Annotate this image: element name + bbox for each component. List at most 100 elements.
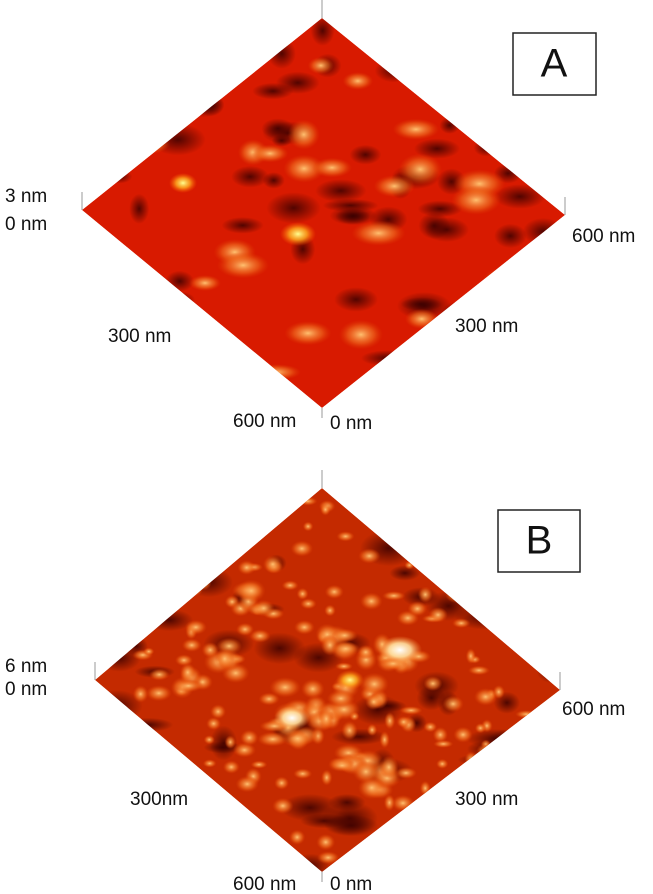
texture xyxy=(423,351,446,370)
texture xyxy=(284,321,332,346)
texture xyxy=(164,291,196,309)
texture xyxy=(130,23,155,54)
texture xyxy=(474,723,487,734)
texture xyxy=(485,728,533,762)
texture xyxy=(280,222,316,246)
texture xyxy=(132,759,154,772)
texture xyxy=(320,769,333,786)
texture xyxy=(349,144,382,165)
texture xyxy=(518,633,532,645)
texture xyxy=(392,118,440,140)
texture xyxy=(379,731,390,749)
texture xyxy=(132,557,171,575)
texture xyxy=(182,92,225,118)
texture xyxy=(525,747,538,760)
texture xyxy=(331,628,358,643)
texture xyxy=(439,116,460,134)
texture xyxy=(454,488,511,511)
texture xyxy=(214,648,235,670)
axis-label: 300 nm xyxy=(108,326,171,347)
panel-label-box xyxy=(497,509,581,573)
texture xyxy=(432,726,449,743)
texture xyxy=(509,346,564,368)
texture xyxy=(209,497,232,511)
texture xyxy=(528,621,539,635)
texture xyxy=(331,728,387,745)
texture xyxy=(237,560,256,575)
texture xyxy=(515,710,538,719)
texture xyxy=(168,569,191,586)
texture xyxy=(387,488,437,524)
texture xyxy=(360,18,410,37)
texture xyxy=(328,758,357,772)
texture xyxy=(417,200,463,218)
texture xyxy=(188,582,203,597)
texture xyxy=(252,599,275,617)
texture xyxy=(465,648,476,664)
texture xyxy=(522,217,564,246)
texture xyxy=(115,589,171,623)
texture xyxy=(296,587,309,600)
texture xyxy=(103,763,139,792)
panel-label: A xyxy=(541,42,568,86)
panel-label-box xyxy=(512,32,597,96)
texture xyxy=(166,555,181,574)
texture xyxy=(147,815,171,834)
texture xyxy=(251,364,302,381)
texture xyxy=(404,308,439,329)
texture xyxy=(358,548,381,564)
texture xyxy=(210,704,227,720)
texture xyxy=(139,526,177,540)
texture xyxy=(462,551,485,565)
texture xyxy=(123,717,174,732)
axis-label: 600 nm xyxy=(233,874,296,894)
texture xyxy=(251,144,289,163)
texture xyxy=(480,338,537,370)
afm-surface xyxy=(82,18,565,408)
texture xyxy=(217,252,270,279)
axis-label: 300 nm xyxy=(455,316,518,337)
texture xyxy=(539,169,565,197)
axis-label: 0 nm xyxy=(330,413,372,434)
texture xyxy=(184,619,207,635)
texture xyxy=(240,729,259,746)
texture xyxy=(192,488,204,501)
texture xyxy=(320,503,331,516)
texture xyxy=(453,362,506,388)
texture xyxy=(316,833,336,851)
texture xyxy=(300,678,325,699)
texture xyxy=(419,780,431,796)
texture xyxy=(435,378,474,395)
texture xyxy=(232,742,257,758)
texture xyxy=(452,618,471,629)
texture xyxy=(105,760,130,779)
texture xyxy=(462,571,482,588)
texture xyxy=(494,184,546,209)
texture xyxy=(82,71,123,100)
texture xyxy=(231,165,270,188)
texture xyxy=(107,724,145,740)
texture xyxy=(370,837,393,855)
texture xyxy=(476,743,496,758)
texture xyxy=(149,668,170,681)
texture xyxy=(515,321,540,345)
texture xyxy=(206,717,222,731)
texture xyxy=(379,362,401,393)
texture xyxy=(172,566,185,578)
texture xyxy=(274,776,290,790)
texture xyxy=(272,797,294,814)
texture xyxy=(336,531,355,542)
texture xyxy=(460,553,484,566)
texture xyxy=(497,488,556,507)
texture xyxy=(293,768,313,780)
texture xyxy=(388,518,416,536)
texture xyxy=(539,803,560,822)
texture xyxy=(102,739,126,750)
texture xyxy=(324,604,336,617)
texture xyxy=(360,592,383,611)
texture xyxy=(161,765,176,779)
texture xyxy=(531,735,552,752)
texture xyxy=(298,496,318,506)
texture xyxy=(95,682,101,695)
texture xyxy=(179,662,196,683)
